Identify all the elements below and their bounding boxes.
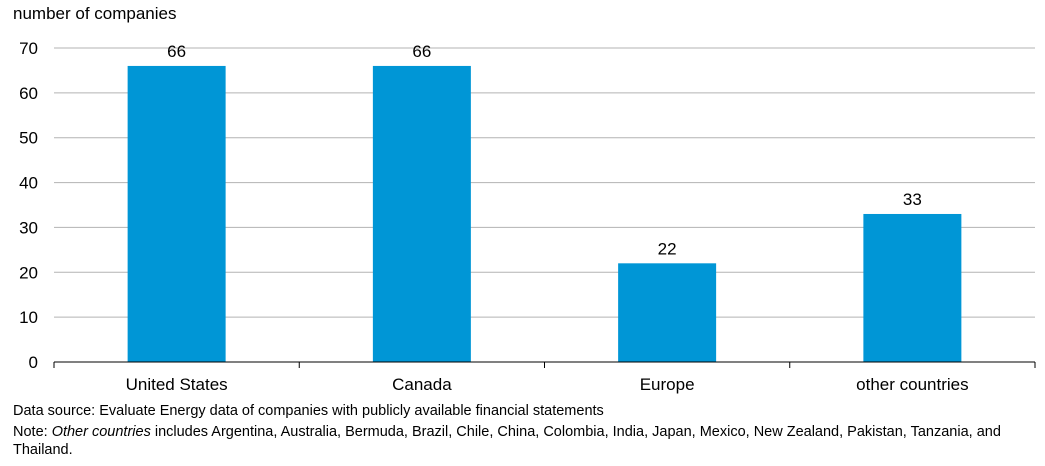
data-label: 66 <box>167 42 186 61</box>
note-label: Note: <box>13 424 52 440</box>
bar <box>863 213 962 362</box>
x-tick-label: United States <box>126 375 228 394</box>
data-label: 22 <box>658 239 677 258</box>
data-label: 66 <box>412 42 431 61</box>
y-tick-label: 30 <box>19 218 38 237</box>
bar <box>127 65 226 362</box>
x-tick-label: Canada <box>392 375 452 394</box>
note-italic-term: Other countries <box>51 424 151 440</box>
data-labels: 66 66 22 33 <box>167 42 922 258</box>
x-tick-label: Europe <box>640 375 695 394</box>
note-text: includes Argentina, Australia, Bermuda, … <box>13 424 1001 458</box>
data-source-note: Data source: Evaluate Energy data of com… <box>13 403 604 419</box>
bars <box>127 65 962 362</box>
x-axis: United States Canada Europe other countries <box>53 361 1036 394</box>
bar <box>618 263 717 362</box>
footnotes: Data source: Evaluate Energy data of com… <box>13 402 1038 459</box>
y-tick-label: 40 <box>19 174 38 193</box>
data-label: 33 <box>903 190 922 209</box>
y-tick-label: 60 <box>19 84 38 103</box>
bar <box>372 65 471 362</box>
countries-note: Note: Other countries includes Argentina… <box>13 423 1038 459</box>
y-tick-label: 10 <box>19 308 38 327</box>
y-tick-label: 70 <box>19 39 38 58</box>
x-tick-label: other countries <box>856 375 968 394</box>
y-axis-title: number of companies <box>13 4 176 23</box>
y-tick-label: 20 <box>19 263 38 282</box>
y-tick-label: 0 <box>29 353 38 372</box>
y-tick-label: 50 <box>19 129 38 148</box>
y-axis-ticks: 0 10 20 30 40 50 60 70 <box>19 39 38 372</box>
